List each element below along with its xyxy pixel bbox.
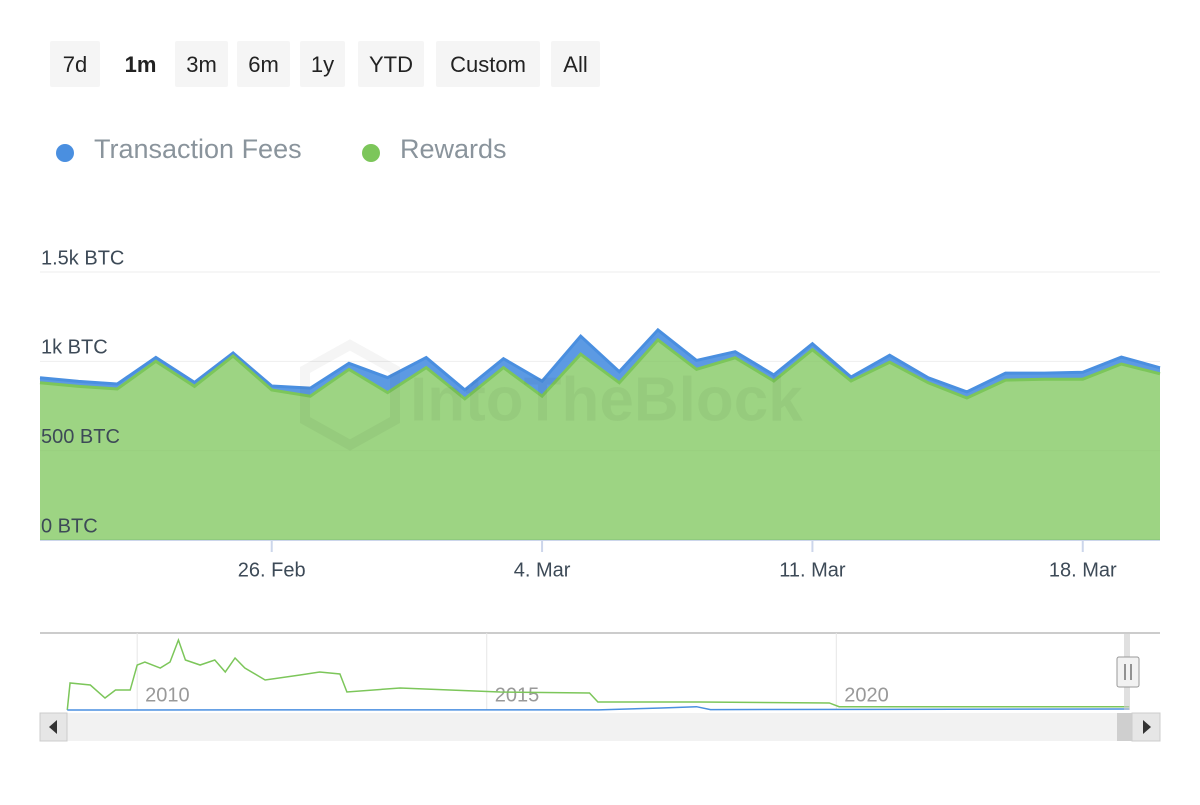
y-tick-label: 1k BTC	[41, 337, 108, 359]
x-tick-label: 26. Feb	[238, 559, 306, 581]
range-button-label[interactable]: 1y	[311, 52, 334, 77]
scroll-right-arrow	[1143, 720, 1151, 734]
y-tick-label: 1.5k BTC	[41, 247, 124, 269]
navigator-handle[interactable]	[1116, 656, 1140, 688]
range-button-label[interactable]: 6m	[248, 52, 279, 77]
range-button[interactable]	[237, 41, 290, 87]
watermark: IntoTheBlock	[410, 365, 803, 434]
x-tick-label: 2015	[495, 684, 540, 706]
area-line	[39, 327, 1161, 394]
range-button[interactable]	[50, 41, 100, 87]
legend-marker[interactable]	[56, 144, 74, 162]
scrollbar-thumb[interactable]	[1117, 713, 1132, 741]
x-tick-label: 2020	[844, 684, 889, 706]
y-tick-label: 500 BTC	[41, 426, 120, 448]
range-button[interactable]	[300, 41, 345, 87]
range-button-label[interactable]: 7d	[63, 52, 87, 77]
y-tick-label: 0 BTC	[41, 515, 98, 537]
watermark-logo	[300, 339, 400, 451]
range-button[interactable]	[436, 41, 540, 87]
range-button[interactable]	[113, 41, 168, 87]
range-button-label[interactable]: 3m	[186, 52, 217, 77]
navigator-line	[66, 637, 1130, 711]
legend-label[interactable]: Rewards	[400, 134, 507, 164]
range-button[interactable]	[551, 41, 600, 87]
navigator-line	[67, 705, 1130, 711]
scrollbar-track	[40, 713, 1160, 741]
range-button[interactable]	[175, 41, 228, 87]
legend-label[interactable]: Transaction Fees	[94, 134, 302, 164]
x-tick-label: 18. Mar	[1049, 559, 1117, 581]
range-button-label[interactable]: YTD	[369, 52, 413, 77]
x-tick-label: 2010	[145, 684, 190, 706]
area-fill	[40, 329, 1160, 399]
scroll-left-arrow	[49, 720, 57, 734]
x-tick-label: 4. Mar	[514, 559, 571, 581]
range-button[interactable]	[358, 41, 424, 87]
range-button-label[interactable]: All	[563, 52, 587, 77]
range-button-label[interactable]: Custom	[450, 52, 526, 77]
x-tick-label: 11. Mar	[779, 559, 846, 581]
area-line	[39, 337, 1161, 401]
range-button-label[interactable]: 1m	[125, 52, 157, 77]
legend-marker[interactable]	[362, 144, 380, 162]
